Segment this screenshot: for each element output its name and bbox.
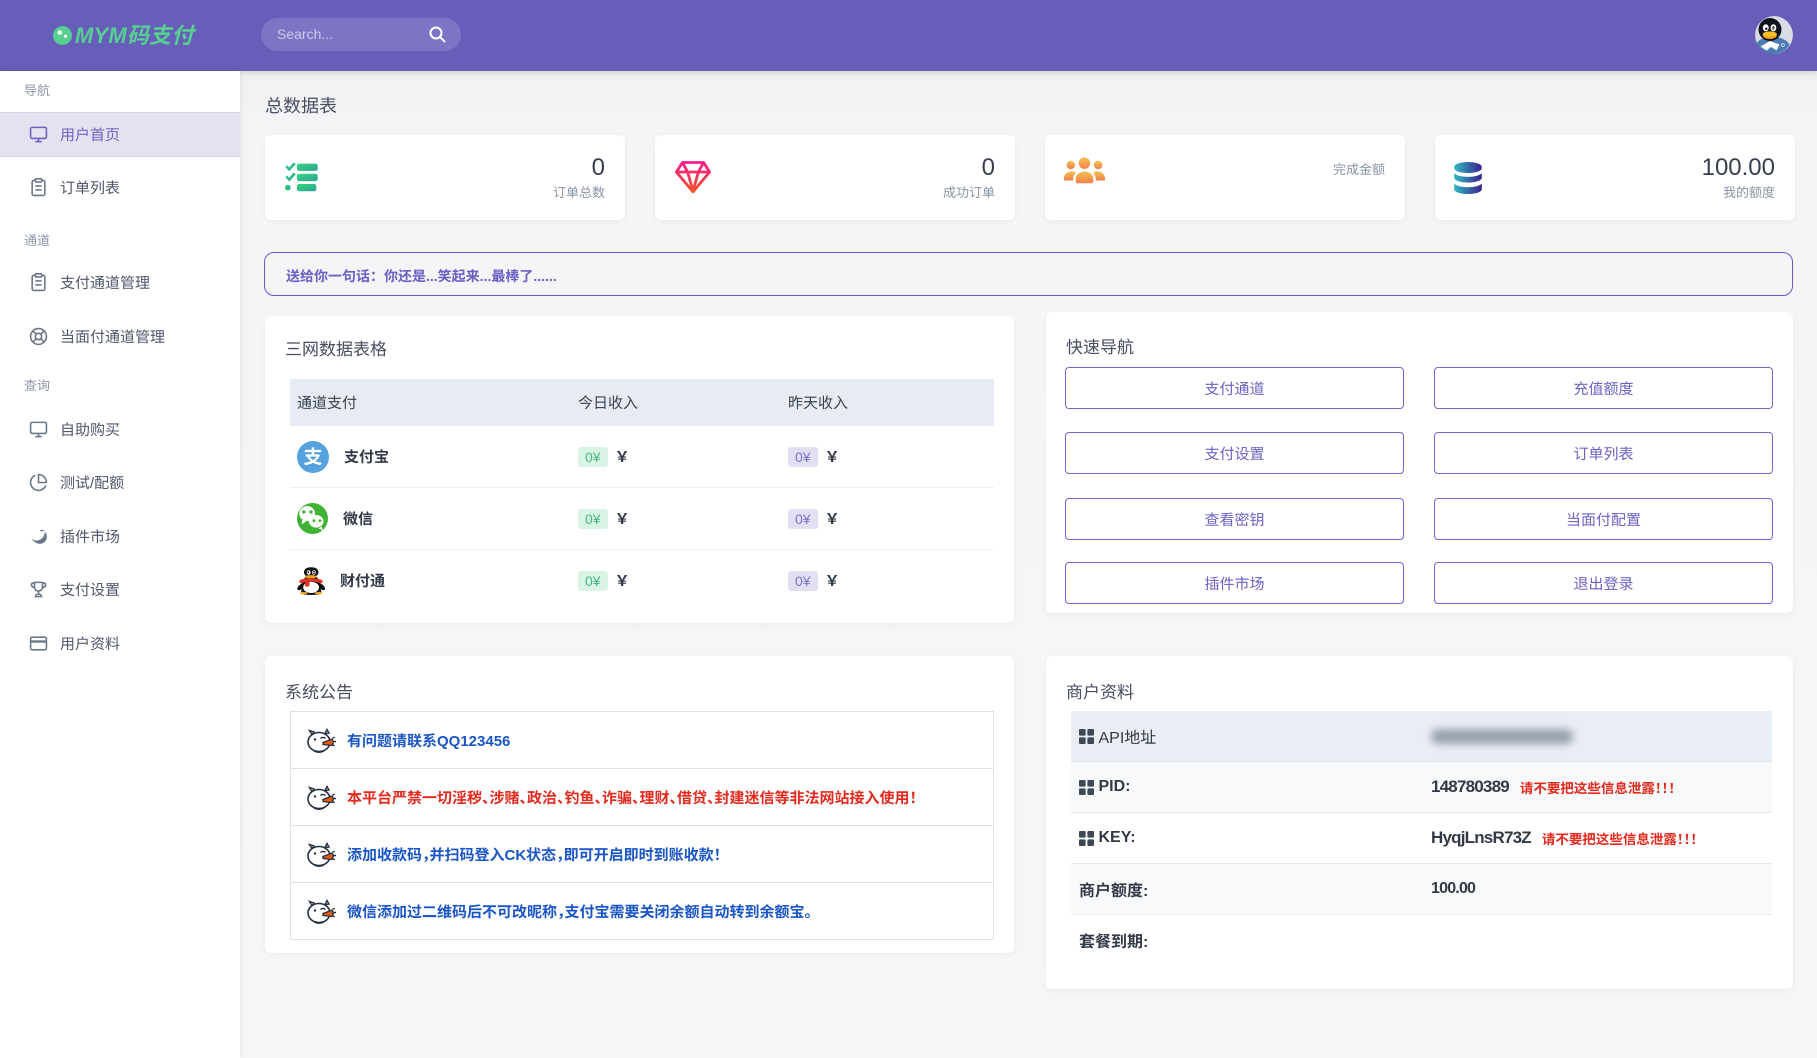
svg-text:支: 支 (303, 442, 322, 469)
svg-text:o: o (1781, 42, 1785, 49)
